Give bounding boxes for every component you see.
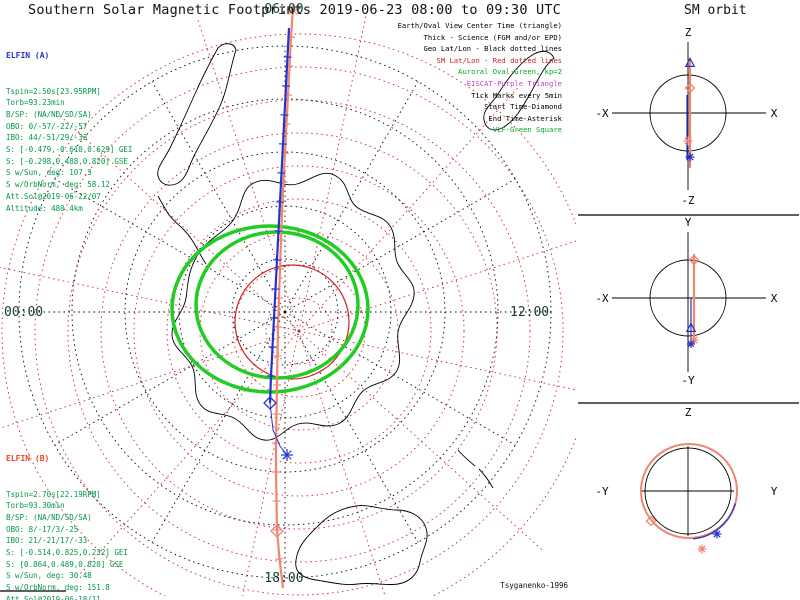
info-line: Tspin=2.70s[22.19RPM] [6, 489, 101, 499]
panel-axis-label: -Z [681, 194, 695, 207]
info-line: S w/OrbNorm, deg: 151.8 [6, 583, 110, 593]
info-line: Tspin=2.50s[23.95RPM] [6, 86, 101, 96]
legend-item: Thick - Science (FGM and/or EPD) [423, 32, 562, 42]
diamond-marker [270, 524, 284, 538]
asterisk-marker [287, 4, 299, 16]
elfin-a-lines: Tspin=2.50s[23.95RPM] Torb=93.23min B/SP: … [6, 86, 132, 215]
coastline-australia [295, 505, 428, 586]
panel-axis-label: -Y [681, 374, 695, 387]
diamond-marker [688, 254, 700, 266]
earth-circle [649, 74, 727, 152]
info-line: S: [-0.298,0.488,0.820] GSE [6, 156, 128, 166]
info-line: B/SP: (NA/ND/SD/SA) [6, 512, 92, 522]
panel-axis-label: -Y [595, 485, 609, 498]
legend-item: VLF-Green Square [492, 125, 562, 135]
info-line: Att.Sol@2019-06-18/11 [6, 594, 101, 600]
info-line: S: [-0.479,-0.610,0.629] GEI [6, 145, 133, 155]
sm-orbit-panel-xy: Y -X X -Y [595, 216, 777, 387]
panel-axis-label: Z [685, 26, 692, 39]
coastline-south-america [157, 43, 237, 186]
sm-orbit-title: SM orbit [684, 3, 747, 18]
elfin-b-lines: Tspin=2.70s[22.19RPM] Torb=93.30min B/SP: … [6, 489, 128, 600]
elfin-a-header: ELFIN (A) [6, 51, 50, 61]
diamond-marker [645, 515, 657, 527]
elfin-b-header: ELFIN (B) [6, 454, 50, 464]
map-layer [0, 4, 576, 596]
elfin-a-extension [269, 402, 288, 456]
elfin-a-info: ELFIN (A) Tspin=2.50s[23.95RPM] Torb=93.2… [6, 27, 132, 238]
panel-axis-label: X [771, 292, 778, 305]
coastline-antarctic-peninsula [157, 195, 207, 265]
diamond-marker [684, 82, 696, 94]
info-line: S: [0.864,0.489,0.820] GSE [6, 559, 124, 569]
diamond-marker [263, 396, 277, 410]
legend-item: Auroral Oval-Green, kp=2 [458, 67, 562, 77]
coastline-new-zealand-north [457, 449, 476, 467]
info-line: S: [-0.514,0.825,0.232] GEI [6, 548, 128, 558]
sm-orbit-panel-yz: Z -Y Y [595, 406, 778, 554]
earth-circle [644, 447, 732, 535]
legend-item: EISCAT-Purple Triangle [466, 78, 562, 88]
panel-axis-label: -X [595, 107, 609, 120]
asterisk-marker [685, 152, 695, 162]
mlt-label-1800: 18:00 [264, 571, 304, 586]
info-line: S w/Sun, deg: 30.48 [6, 571, 92, 581]
legend-item: Geo Lat/Lon - Black dotted lines [423, 44, 562, 54]
legend-item: SM Lat/Lon - Red dotted lines [436, 55, 563, 65]
plot-title: Southern Solar Magnetic Footprints 2019-… [28, 2, 561, 18]
info-line: S w/OrbNorm, deg: 58.12 [6, 180, 110, 190]
coastline-africa-tip [483, 50, 555, 131]
info-line: IBO: 44/-51/29/-33 [6, 133, 88, 143]
info-line: S w/Sun, deg: 107.3 [6, 168, 92, 178]
info-line: OBO: 0/-57/-22/-57 [6, 121, 88, 131]
earth-circle [649, 259, 727, 337]
legend-item: Earth/Oval View Center Time (triangle) [397, 21, 562, 30]
triangle-marker [685, 322, 697, 332]
map-legend: Earth/Oval View Center Time (triangle) Th… [312, 20, 562, 136]
panel-axis-label: Y [685, 216, 692, 229]
mlt-label-0600: 06:00 [264, 2, 304, 17]
mlt-label-1200: 12:00 [510, 305, 550, 320]
panel-axis-label: -X [595, 292, 609, 305]
elfin-b-footprint [270, 4, 299, 589]
info-line: Torb=93.23min [6, 98, 65, 108]
footer-model: Tsyganenko-1996 [500, 581, 568, 590]
legend-item: Start Time-Diamond [484, 102, 562, 112]
info-line: Att.Sol@2019-06-22/07 [6, 191, 101, 201]
panel-axis-label: Z [685, 406, 692, 419]
auroral-oval-outer [170, 224, 370, 394]
panel-axis-label: X [771, 107, 778, 120]
info-line: B/SP: (NA/ND/SD/SA) [6, 109, 92, 119]
info-line: IBO: 21/-21/17/-33 [6, 536, 88, 546]
coastline-new-zealand-south [478, 468, 494, 489]
plot-footer: Tsyganenko-1996 Created: Wed Jan 25 13:1… [348, 556, 568, 600]
legend-item: End Time-Asterisk [488, 113, 562, 123]
asterisk-marker [697, 544, 707, 554]
elfin-b-info: ELFIN (B) Tspin=2.70s[22.19RPM] Torb=93.3… [6, 430, 128, 600]
sm-red-circle [234, 264, 350, 380]
asterisk-marker [712, 529, 722, 539]
triangle-marker [684, 57, 696, 67]
legend-item: Tick Marks every 5min [471, 90, 562, 100]
elfin-a-footprint [263, 27, 293, 461]
mlt-label-0000: 00:00 [4, 305, 44, 320]
asterisk-marker [683, 136, 693, 146]
panel-axis-label: Y [771, 485, 778, 498]
asterisk-marker [687, 340, 695, 348]
info-line: OBO: 8/-17/3/-25 [6, 524, 79, 534]
sm-orbit-panel-xz: Z -X X -Z [595, 26, 777, 207]
coastline-antarctica [171, 172, 415, 441]
info-line: Torb=93.30min [6, 501, 65, 511]
info-line: Altitude: 480.4km [6, 203, 83, 213]
